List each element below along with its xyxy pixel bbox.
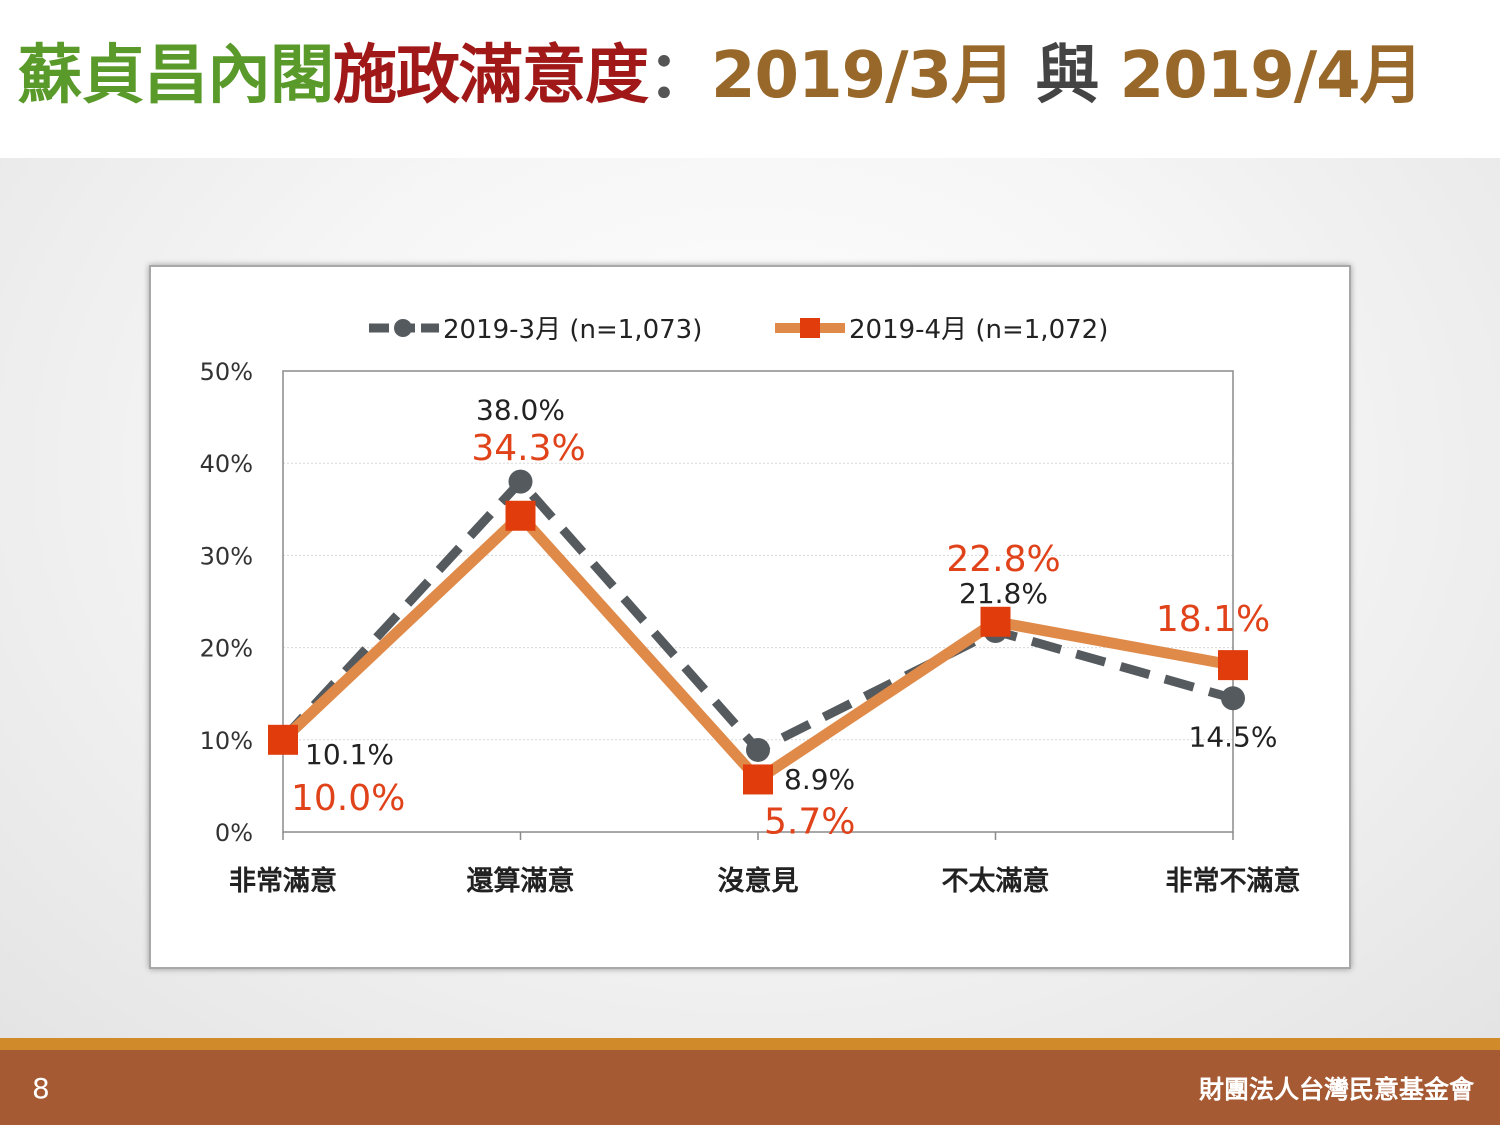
x-category-label: 非常不滿意 <box>1166 865 1301 897</box>
page-number: 8 <box>32 1072 50 1105</box>
footer-accent-line <box>0 1038 1500 1050</box>
footer-bar <box>0 1050 1500 1125</box>
organization-name: 財團法人台灣民意基金會 <box>1198 1075 1474 1104</box>
x-category-label: 不太滿意 <box>942 865 1050 897</box>
data-label-march: 38.0% <box>476 394 565 427</box>
x-category-label: 非常滿意 <box>229 865 337 897</box>
data-label-april: 22.8% <box>946 539 1060 580</box>
data-point-april <box>268 724 298 755</box>
data-point-april <box>505 500 536 531</box>
title-part-april: 2019/4月 <box>1119 39 1424 113</box>
y-tick-label: 40% <box>200 450 253 478</box>
legend-label-march: 2019-3月 (n=1,073) <box>443 315 702 345</box>
y-tick-label: 10% <box>200 727 253 755</box>
x-category-label: 沒意見 <box>718 865 799 897</box>
y-tick-label: 20% <box>200 635 253 663</box>
title-bar: 蘇貞昌內閣施政滿意度：2019/3月 與 2019/4月 <box>0 0 1500 158</box>
data-label-march: 21.8% <box>959 577 1048 610</box>
data-label-april: 18.1% <box>1156 599 1270 640</box>
data-point-april <box>1218 650 1248 681</box>
title-colon: ： <box>648 39 712 113</box>
data-point-march <box>508 469 533 494</box>
title-part-cabinet: 蘇貞昌內閣 <box>18 39 334 113</box>
data-point-april <box>980 606 1011 637</box>
data-point-april <box>743 764 773 795</box>
data-label-april: 5.7% <box>764 801 855 842</box>
title-part-march: 2019/3月 <box>711 39 1015 113</box>
legend-marker-april <box>800 318 820 338</box>
series-line-march <box>279 477 1235 755</box>
title-part-satisfaction: 施政滿意度 <box>333 39 649 113</box>
title-part-and: 與 <box>1014 39 1120 113</box>
data-label-april: 10.0% <box>291 778 405 819</box>
y-tick-label: 50% <box>200 358 253 386</box>
data-point-march <box>746 737 770 762</box>
data-label-march: 14.5% <box>1189 720 1278 753</box>
x-category-label: 還算滿意 <box>467 865 575 897</box>
legend-label-april: 2019-4月 (n=1,072) <box>849 315 1108 345</box>
data-point-march <box>1221 686 1245 711</box>
y-tick-label: 30% <box>200 542 253 570</box>
legend-marker-march <box>394 319 412 337</box>
page-title: 蘇貞昌內閣施政滿意度：2019/3月 與 2019/4月 <box>18 44 1424 108</box>
chart-frame: 0% 10% 20% 30% 40% 50% 非常滿意 還算滿意 沒意見 不太滿意 非常不滿意 10.… <box>149 265 1351 969</box>
data-label-march: 8.9% <box>784 763 855 796</box>
y-tick-label: 0% <box>215 819 253 847</box>
line-chart: 0% 10% 20% 30% 40% 50% 非常滿意 還算滿意 沒意見 不太滿意 非常不滿意 10.… <box>200 315 1301 897</box>
data-label-march: 10.1% <box>305 738 394 771</box>
data-label-april: 34.3% <box>471 428 585 469</box>
